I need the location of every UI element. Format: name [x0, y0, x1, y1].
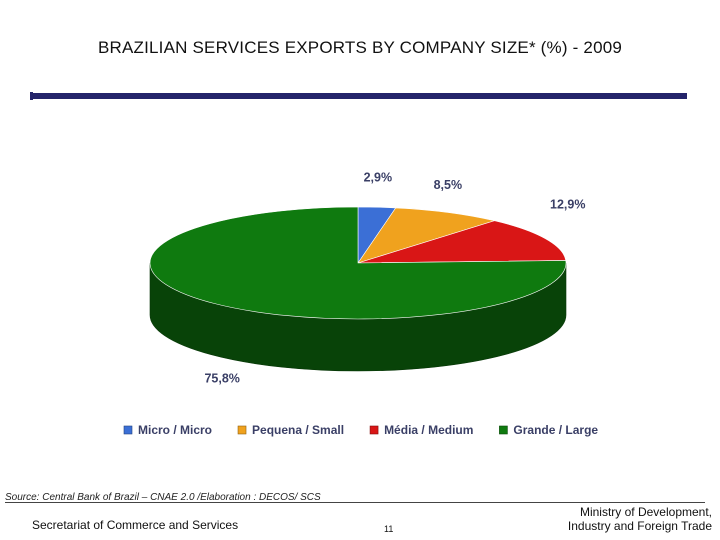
- legend-label-0: Micro / Micro: [138, 423, 212, 437]
- legend-swatch-1: [237, 425, 247, 435]
- footer-secretariat: Secretariat of Commerce and Services: [32, 518, 239, 532]
- footer-divider: [5, 502, 705, 503]
- legend-swatch-2: [369, 425, 379, 435]
- footer-ministry: Ministry of Development, Industry and Fo…: [568, 505, 712, 533]
- pie-slice-3: [149, 206, 567, 320]
- data-label-0: 2,9%: [364, 170, 393, 184]
- pie-slice-1: [357, 207, 496, 264]
- data-label-3: 75,8%: [204, 371, 239, 385]
- data-label-2: 12,9%: [550, 197, 585, 211]
- legend-label-2: Média / Medium: [384, 423, 473, 437]
- footer-ministry-line1: Ministry of Development,: [579, 505, 712, 519]
- legend-swatch-0: [123, 425, 133, 435]
- legend-swatch-3: [499, 425, 508, 435]
- pie-slice-2: [357, 220, 567, 264]
- title-underline-bar: [30, 92, 687, 100]
- source-note: Source: Central Bank of Brazil – CNAE 2.…: [5, 492, 321, 503]
- page-title: BRAZILIAN SERVICES EXPORTS BY COMPANY SI…: [97, 38, 623, 57]
- page-number: 11: [384, 524, 394, 534]
- data-label-1: 8,5%: [434, 178, 463, 192]
- legend-label-3: Grande / Large: [513, 423, 598, 437]
- footer-ministry-line2: Industry and Foreign Trade: [567, 519, 712, 533]
- legend-label-1: Pequena / Small: [252, 423, 344, 437]
